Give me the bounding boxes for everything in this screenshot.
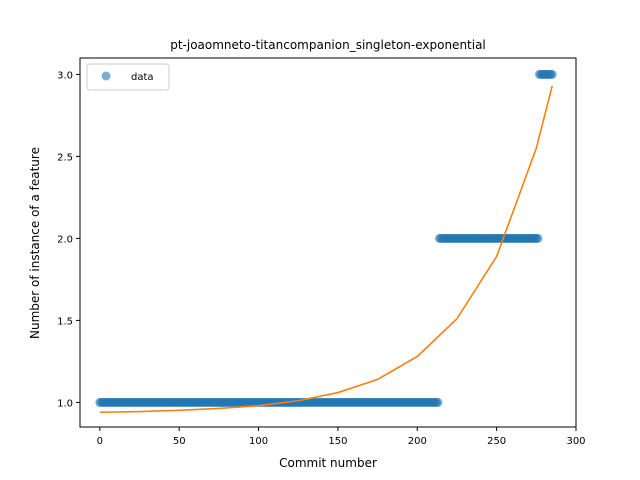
x-tick-label: 0 [97,436,103,447]
y-tick-label: 2.0 [57,234,73,245]
axes-layer: 0 50 100 150 200 250 300 1.0 1.5 2.0 2.5 3.0 [57,57,586,447]
x-tick-label: 100 [249,436,268,447]
plot-frame [79,57,577,428]
legend-marker-data [101,71,111,81]
y-tick-label: 1.5 [57,316,73,327]
y-tick-label: 1.0 [57,398,73,409]
legend-label-data: data [131,72,154,83]
y-tick-label: 2.5 [57,152,73,163]
chart-title: pt-joaomneto-titancompanion_singleton-ex… [170,38,486,52]
legend: data [86,63,170,91]
y-axis-title: Number of instance of a feature [28,147,42,339]
legend-box [86,63,170,91]
x-tick-label: 150 [328,436,347,447]
x-tick-label: 300 [566,436,585,447]
data-point [433,397,443,407]
fit-line [99,85,553,414]
x-tick-label: 50 [173,436,186,447]
x-axis-title: Commit number [279,456,377,470]
x-tick-label: 250 [487,436,506,447]
data-layer [95,69,557,414]
data-point [533,233,543,243]
y-tick-label: 3.0 [57,70,73,81]
data-point [547,69,557,79]
x-tick-label: 200 [408,436,427,447]
